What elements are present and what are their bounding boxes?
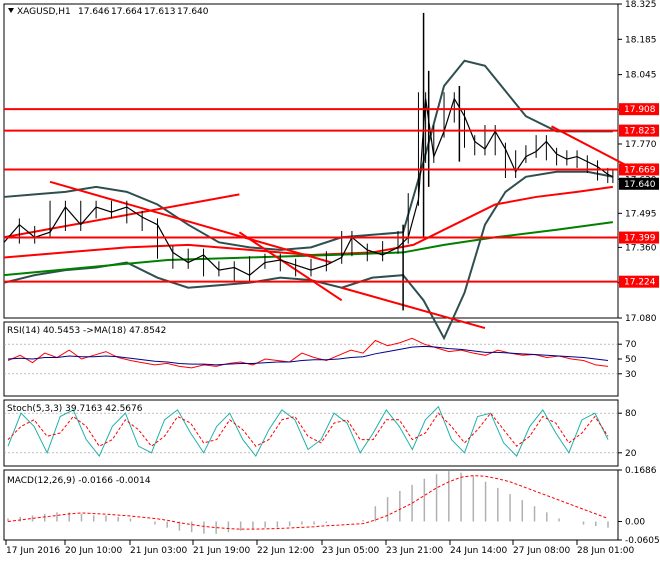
rsi-panel-frame — [3, 321, 619, 397]
level-label: 17.224 — [624, 278, 656, 288]
macd-panel-frame — [3, 469, 619, 541]
rsi-label: RSI(14) 40.5453 ->MA(18) 47.8542 — [7, 326, 166, 336]
stoch-label: Stoch(5,3,3) 39.7163 42.5676 — [7, 404, 143, 414]
time-tick-label: 23 Jun 05:00 — [322, 546, 379, 556]
ohlc-close: 17.640 — [177, 7, 209, 17]
price-tick-label: 17.080 — [625, 314, 657, 324]
current-price-label: 17.640 — [624, 180, 656, 190]
macd-tick-label: 0.1686 — [625, 466, 657, 476]
time-tick-label: 17 Jun 2016 — [6, 546, 60, 556]
macd-tick-label: -0.0605 — [625, 536, 660, 546]
level-label: 17.908 — [624, 105, 656, 115]
trendline — [49, 180, 332, 264]
level-label-box — [619, 275, 659, 288]
price-axis: 18.32518.18518.04517.90517.77017.63017.4… — [618, 0, 659, 324]
price-line — [3, 97, 614, 276]
price-plot — [3, 12, 639, 341]
price-tick-label: 17.495 — [625, 209, 657, 219]
indicator-series-line — [7, 412, 609, 447]
price-header: XAGUSD,H1 17.646 17.664 17.613 17.640 — [8, 7, 209, 17]
time-tick-label: 24 Jun 14:00 — [450, 546, 507, 556]
ohlc-open: 17.646 — [78, 7, 110, 17]
price-tick-label: 18.185 — [625, 35, 657, 45]
indicator-tick-label: 70 — [625, 340, 637, 350]
current-price-box — [619, 177, 659, 190]
time-tick-label: 20 Jun 10:00 — [65, 546, 122, 556]
indicator-tick-label: 30 — [625, 370, 637, 380]
time-axis: 17 Jun 2016 20 Jun 10:00 21 Jun 03:00 21 Ju… — [5, 540, 634, 556]
rsi-axis: 70 50 30 — [618, 340, 637, 380]
macd-tick-label: 0.00 — [625, 518, 645, 528]
trendline — [341, 286, 486, 330]
macd-plot — [7, 471, 609, 534]
price-tick-label: 18.045 — [625, 71, 657, 81]
trendline — [238, 231, 343, 302]
level-label-box — [619, 103, 659, 116]
price-tick-label: 17.770 — [625, 140, 657, 150]
level-label-box — [619, 231, 659, 244]
time-tick-label: 21 Jun 03:00 — [130, 546, 187, 556]
level-label-box — [619, 124, 659, 137]
indicator-tick-label: 20 — [625, 449, 637, 459]
symbol-label: XAGUSD,H1 — [17, 7, 71, 17]
time-tick-label: 21 Jun 19:00 — [193, 546, 250, 556]
macd-label: MACD(12,26,9) -0.0166 -0.0014 — [7, 476, 151, 486]
level-label-box — [619, 163, 659, 176]
level-label: 17.669 — [624, 165, 656, 175]
time-tick-label: 22 Jun 12:00 — [257, 546, 314, 556]
indicator-tick-label: 50 — [625, 355, 637, 365]
level-label: 17.399 — [624, 234, 656, 244]
macd-axis: 0.1686 0.00 -0.0605 — [618, 466, 660, 546]
ohlc-high: 17.664 — [111, 7, 143, 17]
time-tick-label: 27 Jun 08:00 — [513, 546, 570, 556]
moving-average-line — [3, 185, 614, 259]
macd-signal-line — [7, 475, 609, 530]
trendline — [3, 193, 240, 239]
indicator-series-line — [7, 405, 609, 458]
indicator-series-line — [7, 345, 609, 366]
stoch-plot — [4, 405, 618, 458]
indicator-tick-label: 80 — [625, 409, 637, 419]
level-label: 17.823 — [624, 127, 656, 137]
time-tick-label: 23 Jun 21:00 — [386, 546, 443, 556]
ohlc-low: 17.613 — [144, 7, 176, 17]
symbol-triangle-icon — [8, 8, 14, 13]
price-tick-label: 17.360 — [625, 243, 657, 253]
time-tick-label: 28 Jun 01:00 — [577, 546, 634, 556]
price-tick-label: 18.325 — [625, 0, 657, 10]
rsi-plot — [4, 337, 618, 375]
stoch-axis: 80 20 — [618, 409, 637, 459]
